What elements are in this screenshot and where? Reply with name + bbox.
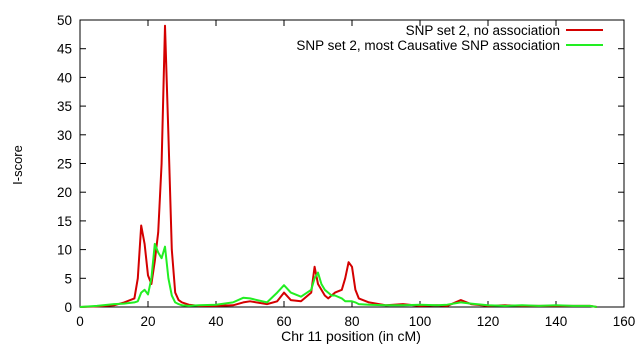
x-tick-label: 120 <box>477 314 500 329</box>
y-tick-label: 35 <box>57 99 72 114</box>
y-axis-title: I-score <box>10 145 25 185</box>
y-tick-label: 0 <box>64 300 72 315</box>
y-tick-label: 25 <box>57 157 72 172</box>
legend-label-1: SNP set 2, no association <box>406 23 560 38</box>
y-tick-label: 45 <box>57 42 72 57</box>
y-tick-label: 5 <box>64 271 72 286</box>
series-line-2 <box>79 242 597 308</box>
x-axis: 0 20 40 60 80 100 120 140 160 <box>76 20 635 329</box>
y-tick-label: 15 <box>57 214 72 229</box>
y-tick-label: 40 <box>57 70 72 85</box>
x-tick-label: 80 <box>344 314 359 329</box>
y-axis: 0 5 10 15 20 25 30 35 40 45 50 <box>57 13 624 315</box>
x-axis-title: Chr 11 position (in cM) <box>281 328 421 344</box>
series-lines <box>79 24 597 308</box>
x-tick-label: 100 <box>409 314 432 329</box>
y-tick-label: 30 <box>57 128 72 143</box>
y-tick-label: 50 <box>57 13 72 28</box>
legend-label-2: SNP set 2, most Causative SNP associatio… <box>296 38 560 53</box>
x-tick-label: 20 <box>140 314 155 329</box>
x-tick-label: 0 <box>76 314 84 329</box>
x-tick-label: 60 <box>276 314 291 329</box>
x-tick-label: 140 <box>545 314 568 329</box>
y-tick-label: 20 <box>57 185 72 200</box>
series-line-1 <box>79 24 597 308</box>
x-tick-label: 40 <box>208 314 223 329</box>
y-tick-label: 10 <box>57 243 72 258</box>
x-tick-label: 160 <box>613 314 636 329</box>
